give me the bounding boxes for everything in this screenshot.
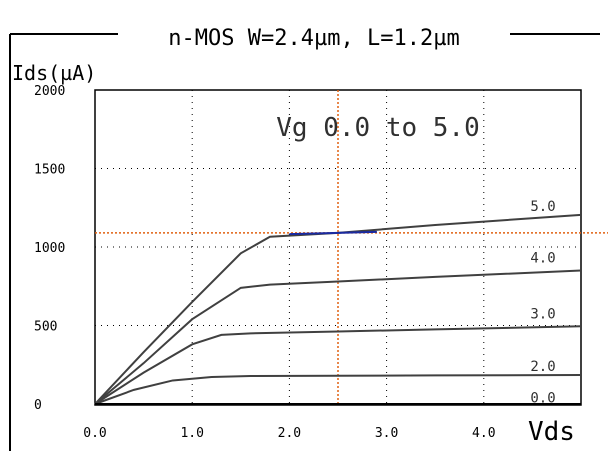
curve-labels: 0.0 2.0 3.0 4.0 5.0 [530, 199, 555, 407]
curve-label-vg-5.0: 5.0 [530, 199, 555, 215]
grid [95, 89, 581, 404]
curve-vg-3.0 [94, 325, 582, 405]
y-axis-label: Ids(µA) [12, 61, 96, 85]
x-tick-label: 2.0 [278, 426, 301, 441]
curve-label-vg-3.0: 3.0 [530, 306, 555, 322]
title-frame [9, 33, 600, 451]
x-tick-label: 1.0 [180, 426, 203, 441]
y-tick-labels: 0 500 1000 1500 2000 [34, 84, 65, 413]
curve-vg-5.0 [94, 213, 582, 405]
curve-label-vg-4.0: 4.0 [530, 251, 555, 267]
y-tick-label: 1500 [34, 163, 65, 178]
y-tick-label: 1000 [34, 241, 65, 256]
x-tick-label: 0.0 [83, 426, 106, 441]
x-tick-label: 4.0 [472, 426, 495, 441]
curve-series [94, 213, 582, 405]
vg-range-annotation: Vg 0.0 to 5.0 [276, 113, 480, 143]
y-tick-label: 500 [34, 320, 57, 335]
x-tick-label: 3.0 [375, 426, 398, 441]
x-axis-label: Vds [528, 417, 575, 447]
chart-title: n-MOS W=2.4µm, L=1.2µm [168, 26, 459, 51]
y-tick-label: 2000 [34, 84, 65, 99]
cursor-highlight-segment [289, 230, 377, 236]
curve-label-vg-0.0: 0.0 [530, 390, 555, 406]
curve-vg-4.0 [94, 269, 582, 405]
y-tick-label: 0 [34, 398, 42, 413]
x-tick-labels: 0.0 1.0 2.0 3.0 4.0 [83, 426, 495, 441]
curve-label-vg-2.0: 2.0 [530, 359, 555, 375]
curve-vg-2.0 [94, 373, 582, 405]
